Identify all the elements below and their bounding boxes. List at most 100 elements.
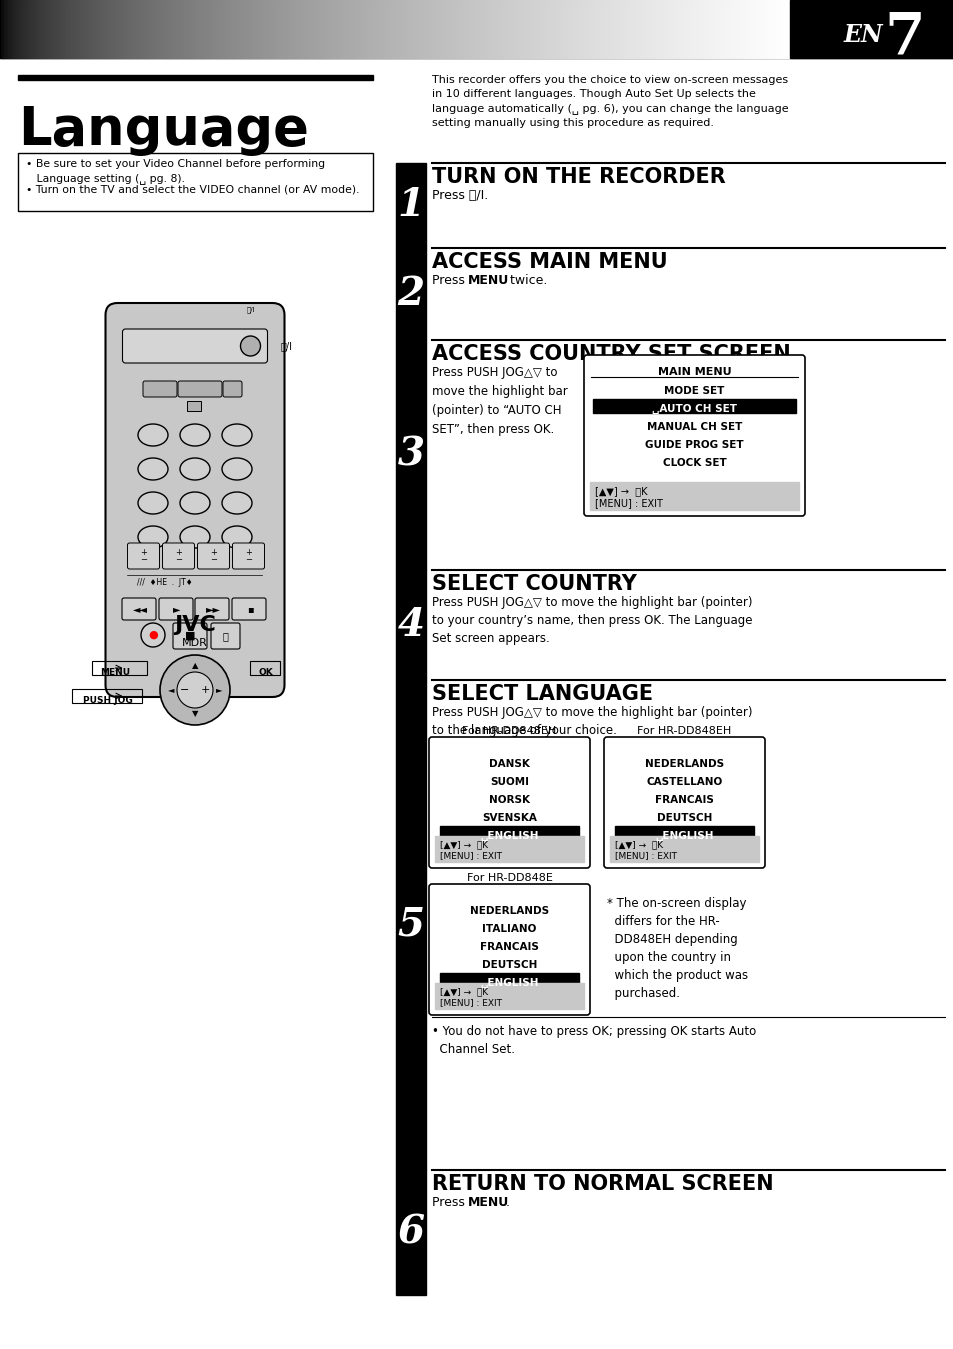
Text: +
−: + − [245, 548, 252, 564]
Bar [435, 983, 583, 1009]
Bar [107, 0, 108, 58]
Bar [280, 0, 281, 58]
Bar [712, 0, 713, 58]
Text: EN: EN [842, 23, 882, 47]
Bar [148, 0, 149, 58]
Bar [413, 0, 415, 58]
Bar [231, 0, 232, 58]
Bar [491, 0, 492, 58]
FancyBboxPatch shape [122, 598, 156, 621]
Ellipse shape [222, 526, 252, 548]
Text: MDR: MDR [182, 638, 208, 648]
Bar [0, 0, 953, 58]
Bar [456, 0, 457, 58]
Bar [48, 0, 49, 58]
Bar [484, 0, 485, 58]
Ellipse shape [138, 526, 168, 548]
Bar [589, 482, 799, 510]
Text: ///  ♦HE  .  JT♦: /// ♦HE . JT♦ [137, 579, 193, 588]
Bar [581, 0, 582, 58]
Bar [373, 0, 374, 58]
Bar [633, 0, 634, 58]
Bar [746, 0, 747, 58]
Bar [664, 0, 665, 58]
Circle shape [160, 656, 230, 724]
Bar [17, 0, 18, 58]
Bar [364, 0, 366, 58]
Bar [209, 0, 211, 58]
Bar [212, 0, 213, 58]
Bar [555, 0, 557, 58]
Bar [785, 0, 786, 58]
Bar [595, 0, 596, 58]
Bar [266, 0, 267, 58]
Bar [10, 0, 11, 58]
Bar [561, 0, 563, 58]
Bar [502, 0, 504, 58]
Bar [134, 0, 135, 58]
Bar [689, 0, 691, 58]
FancyBboxPatch shape [603, 737, 764, 867]
Bar [41, 0, 42, 58]
Bar [411, 0, 412, 58]
Bar [14, 0, 16, 58]
Bar [622, 0, 623, 58]
Bar [738, 0, 740, 58]
Bar [606, 0, 608, 58]
Bar [578, 0, 580, 58]
Bar [764, 0, 765, 58]
Bar [705, 0, 706, 58]
Bar [309, 0, 311, 58]
Bar [754, 0, 755, 58]
Bar [328, 0, 329, 58]
Bar [288, 0, 290, 58]
FancyBboxPatch shape [197, 544, 230, 569]
Bar [290, 0, 291, 58]
Bar [322, 0, 324, 58]
Text: ▪: ▪ [247, 604, 253, 614]
Text: ACCESS MAIN MENU: ACCESS MAIN MENU [432, 252, 667, 272]
Text: .: . [505, 1197, 510, 1209]
Bar [24, 0, 25, 58]
Text: Press ⏻/I.: Press ⏻/I. [432, 189, 488, 202]
Bar [378, 0, 380, 58]
Bar [340, 0, 342, 58]
Text: For HR-DD848EH: For HR-DD848EH [637, 726, 731, 737]
Bar [45, 0, 46, 58]
Bar [786, 0, 788, 58]
Bar [489, 0, 491, 58]
Bar [384, 0, 385, 58]
Bar [153, 0, 155, 58]
Bar [755, 0, 757, 58]
FancyBboxPatch shape [211, 623, 240, 649]
Bar [305, 0, 307, 58]
Bar [297, 0, 298, 58]
Text: ▼: ▼ [192, 710, 198, 719]
Bar [385, 0, 387, 58]
Bar [191, 0, 193, 58]
Bar [375, 0, 376, 58]
Bar [169, 0, 170, 58]
Text: GUIDE PROG SET: GUIDE PROG SET [644, 440, 743, 451]
Bar [657, 0, 658, 58]
Bar [454, 0, 456, 58]
Bar [18, 0, 20, 58]
Bar [18, 76, 373, 80]
Bar [647, 0, 648, 58]
Bar [247, 0, 249, 58]
Bar [21, 0, 22, 58]
Bar [653, 0, 654, 58]
Bar [447, 0, 449, 58]
Bar [228, 0, 229, 58]
Bar [701, 0, 702, 58]
Bar [444, 0, 446, 58]
Bar [104, 0, 105, 58]
Bar [298, 0, 300, 58]
Bar [463, 0, 464, 58]
Bar [497, 0, 498, 58]
Text: Press PUSH JOG△▽ to move the highlight bar (pointer)
to your country’s name, the: Press PUSH JOG△▽ to move the highlight b… [432, 596, 752, 645]
Text: ACCESS COUNTRY SET SCREEN: ACCESS COUNTRY SET SCREEN [432, 344, 790, 364]
Bar [20, 0, 21, 58]
Bar [464, 0, 466, 58]
Bar [570, 0, 571, 58]
